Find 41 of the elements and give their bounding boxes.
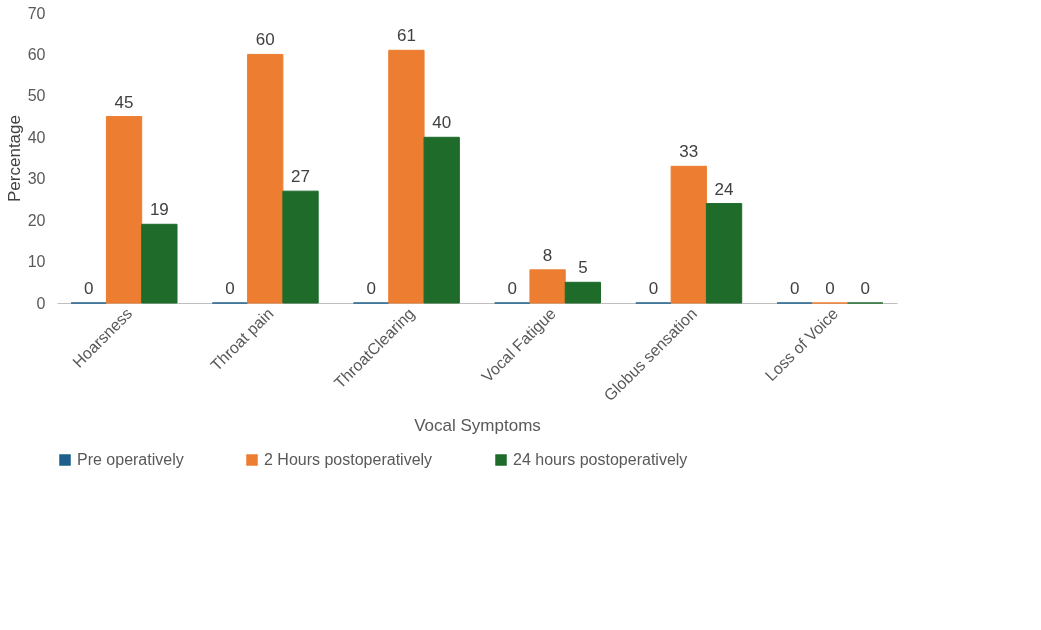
bar [282,190,319,304]
bar [564,281,602,304]
data-label: 0 [860,279,870,298]
y-tick-label: 20 [27,211,46,229]
legend-label: Pre operatively [77,451,184,468]
data-label: 19 [149,200,169,220]
bar [705,203,743,304]
bar [529,269,566,304]
data-label: 0 [507,279,518,298]
y-tick-label: 70 [27,4,46,22]
y-tick-label: 50 [27,87,46,105]
y-tick-label: 10 [27,253,46,271]
data-label: 24 [714,179,734,199]
data-label: 0 [225,279,235,298]
data-label: 61 [396,26,416,46]
data-label: 8 [542,245,553,265]
bar [670,165,707,304]
data-label: 27 [291,167,310,187]
y-tick-label: 40 [27,128,46,146]
data-label: 0 [789,279,800,298]
legend-label: 2 Hours postoperatively [264,451,433,468]
data-label: 0 [648,279,659,298]
data-label: 0 [84,279,94,298]
data-label: 5 [578,258,588,278]
data-label: 45 [114,92,134,112]
bar [247,53,284,304]
y-tick-label: 0 [36,294,46,312]
data-label: 60 [255,30,275,50]
y-tick-label: 30 [27,170,46,188]
y-tick-label: 60 [27,45,46,63]
data-label: 40 [432,113,452,133]
data-label: 33 [679,142,699,162]
data-label: 0 [825,279,835,298]
legend-label: 24 hours postoperatively [513,451,688,468]
data-label: 0 [366,279,376,298]
x-axis-title: Vocal Symptoms [414,416,541,436]
y-axis-title: Percentage [4,115,24,202]
bar [423,136,460,304]
bar [141,223,178,304]
bar [388,49,425,304]
bar [105,116,143,304]
